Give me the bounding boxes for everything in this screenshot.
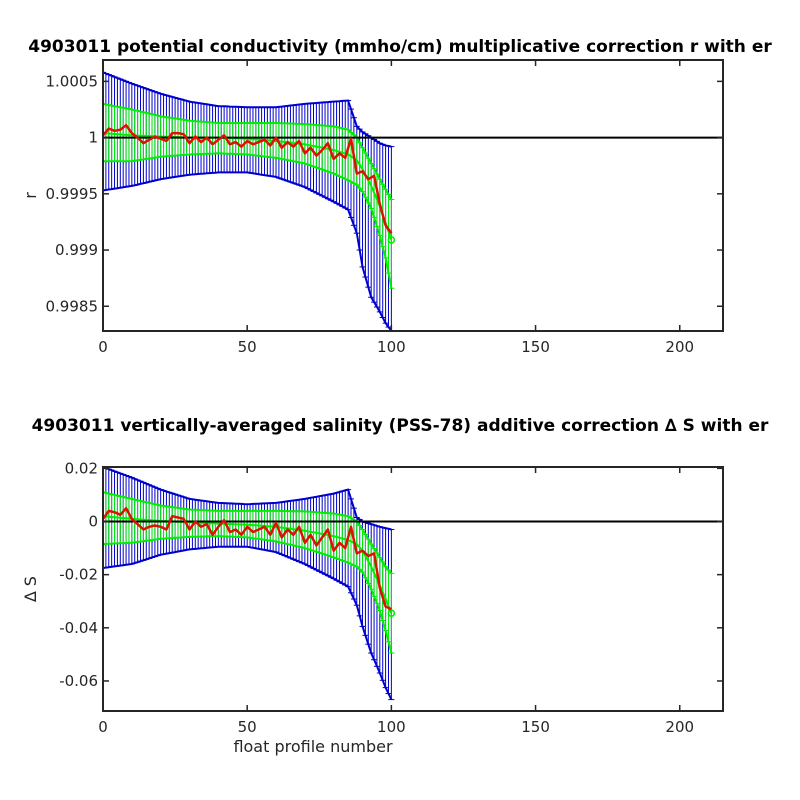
errorbar-inner bbox=[105, 493, 112, 545]
errorbar-inner bbox=[114, 495, 121, 544]
x-tick-label: 200 bbox=[665, 718, 694, 736]
outer-envelope-line bbox=[103, 545, 393, 701]
chart-title: 4903011 vertically-averaged salinity (PS… bbox=[32, 416, 769, 436]
profile-correction-line bbox=[103, 506, 392, 611]
panel-conductivity-correction: 0 50 100 150 200 0.9985 0.999 0.9995 1 1.0005 4903… bbox=[21, 37, 772, 356]
errorbar-inner bbox=[111, 494, 118, 545]
fit-center-line bbox=[103, 132, 393, 241]
y-tick-label: 0.9995 bbox=[46, 185, 99, 203]
fit-lower-1sigma-line bbox=[103, 152, 393, 289]
fit-end-marker bbox=[387, 236, 396, 244]
x-tick-label: 50 bbox=[238, 718, 257, 736]
plot-area bbox=[103, 467, 723, 701]
outer-envelope-line bbox=[103, 467, 392, 531]
errorbar-inner bbox=[120, 496, 127, 544]
y-tick-label: -0.02 bbox=[59, 566, 98, 584]
y-tick-label: 0.999 bbox=[55, 241, 98, 259]
chart-title: 4903011 potential conductivity (mmho/cm)… bbox=[28, 37, 772, 57]
y-tick-label: 1.0005 bbox=[46, 72, 99, 90]
x-tick-label: 100 bbox=[377, 338, 406, 356]
errorbar-inner bbox=[117, 495, 124, 544]
fit-upper-1sigma-line bbox=[103, 491, 393, 574]
x-tick-label: 0 bbox=[98, 338, 108, 356]
y-tick-label: -0.04 bbox=[59, 619, 98, 637]
fit-lower-1sigma-line bbox=[103, 535, 393, 654]
y-tick-label: 0.9985 bbox=[46, 297, 99, 315]
x-tick-label: 200 bbox=[665, 338, 694, 356]
x-tick-label: 50 bbox=[238, 338, 257, 356]
plot-area bbox=[103, 71, 723, 331]
x-tick-label: 150 bbox=[521, 338, 550, 356]
fit-end-marker bbox=[387, 609, 396, 617]
fit-upper-1sigma-line bbox=[103, 102, 393, 200]
axes-box bbox=[102, 59, 724, 332]
y-tick-label: -0.06 bbox=[59, 672, 98, 690]
x-tick-label: 0 bbox=[98, 718, 108, 736]
x-tick-label: 100 bbox=[377, 718, 406, 736]
profile-correction-line bbox=[103, 123, 393, 234]
y-tick-label: 1 bbox=[88, 129, 98, 147]
fit-center-line bbox=[103, 515, 393, 614]
x-axis-label: float profile number bbox=[233, 737, 393, 756]
x-tick-label: 150 bbox=[521, 718, 550, 736]
panel-salinity-correction: 0 50 100 150 200 -0.06 -0.04 -0.02 0 0.02 4903011 … bbox=[21, 416, 769, 756]
errorbar-inner bbox=[108, 493, 115, 545]
axes-box bbox=[102, 466, 724, 712]
y-axis-label: ∆ S bbox=[21, 576, 40, 603]
y-tick-label: 0 bbox=[88, 512, 98, 530]
outer-envelope-line bbox=[103, 71, 392, 148]
outer-envelope-line bbox=[103, 171, 393, 331]
y-axis-label: r bbox=[21, 192, 40, 199]
errorbar-inner bbox=[123, 497, 130, 544]
y-tick-label: 0.02 bbox=[65, 459, 98, 477]
